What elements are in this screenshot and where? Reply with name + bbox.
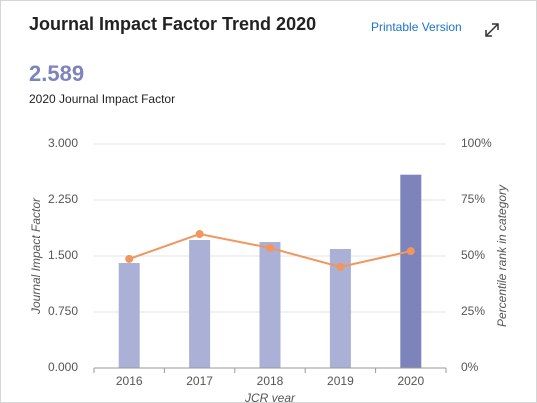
line-point [336, 262, 345, 271]
bar [189, 240, 211, 368]
line-point [195, 230, 204, 239]
x-tick-label: 2020 [397, 374, 424, 388]
y-axis-title: Journal Impact Factor [29, 197, 43, 315]
printable-link[interactable]: Printable Version [371, 20, 462, 34]
card-title: Journal Impact Factor Trend 2020 [29, 14, 316, 34]
y-tick-label: 2.250 [48, 192, 78, 206]
y-tick-label: 0.750 [48, 304, 78, 318]
y2-tick-label: 100% [461, 136, 492, 150]
line-point [406, 247, 415, 256]
expand-icon[interactable] [485, 23, 499, 37]
bar [259, 242, 281, 368]
y-tick-label: 0.000 [48, 360, 78, 374]
bar [118, 263, 140, 368]
x-axis-title: JCR year [244, 391, 296, 402]
y-tick-label: 3.000 [48, 136, 78, 150]
bar [329, 248, 351, 368]
metric-value: 2.589 [29, 61, 84, 86]
metric-label: 2020 Journal Impact Factor [29, 92, 175, 106]
y2-tick-label: 25% [461, 304, 485, 318]
line-point [125, 254, 134, 263]
y-tick-label: 1.500 [48, 248, 78, 262]
x-tick-label: 2017 [186, 374, 213, 388]
x-tick-label: 2016 [116, 374, 143, 388]
x-tick-label: 2018 [257, 374, 284, 388]
x-tick-label: 2019 [327, 374, 354, 388]
y2-tick-label: 50% [461, 248, 485, 262]
line-point [266, 243, 274, 252]
y2-tick-label: 75% [461, 192, 485, 206]
y2-axis-title: Percentile rank in category [495, 184, 509, 327]
bar [400, 174, 422, 368]
y2-tick-label: 0% [461, 360, 479, 374]
